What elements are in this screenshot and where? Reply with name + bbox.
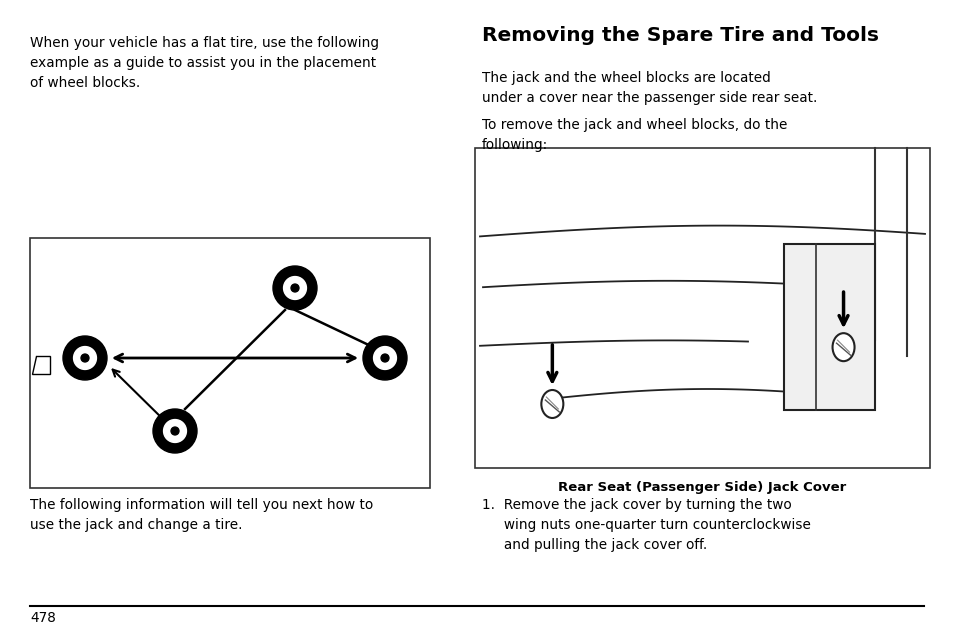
Circle shape: [73, 347, 96, 370]
Text: Rear Seat (Passenger Side) Jack Cover: Rear Seat (Passenger Side) Jack Cover: [558, 481, 845, 494]
Ellipse shape: [540, 390, 563, 418]
Bar: [30, 238, 430, 488]
Circle shape: [63, 336, 107, 380]
Text: 478: 478: [30, 611, 56, 625]
Circle shape: [283, 277, 306, 300]
Circle shape: [81, 354, 89, 362]
Circle shape: [163, 420, 186, 443]
Ellipse shape: [832, 333, 854, 361]
Text: To remove the jack and wheel blocks, do the
following:: To remove the jack and wheel blocks, do …: [481, 118, 786, 152]
Bar: [783, 244, 875, 410]
Circle shape: [374, 347, 396, 370]
Bar: [475, 148, 929, 468]
Circle shape: [273, 266, 316, 310]
Circle shape: [152, 409, 196, 453]
Circle shape: [171, 427, 179, 435]
Polygon shape: [32, 356, 50, 374]
Text: The jack and the wheel blocks are located
under a cover near the passenger side : The jack and the wheel blocks are locate…: [481, 71, 817, 105]
Circle shape: [363, 336, 407, 380]
Text: The following information will tell you next how to
use the jack and change a ti: The following information will tell you …: [30, 498, 373, 532]
Circle shape: [380, 354, 389, 362]
Text: Removing the Spare Tire and Tools: Removing the Spare Tire and Tools: [481, 26, 878, 45]
Text: 1.  Remove the jack cover by turning the two
     wing nuts one-quarter turn cou: 1. Remove the jack cover by turning the …: [481, 498, 810, 552]
Circle shape: [291, 284, 298, 292]
Text: When your vehicle has a flat tire, use the following
example as a guide to assis: When your vehicle has a flat tire, use t…: [30, 36, 378, 90]
